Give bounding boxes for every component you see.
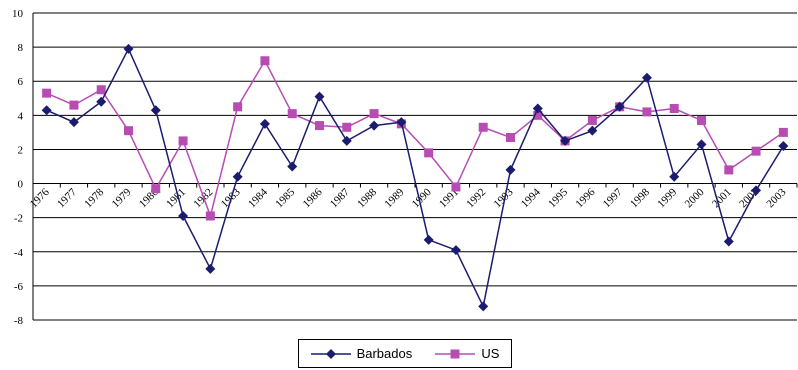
axes bbox=[32, 13, 798, 320]
data-point-barbados bbox=[614, 101, 625, 112]
x-tick-labels: 1976 1977 1978 1979 1980 1981 1982 1983 1984 1985… bbox=[28, 186, 789, 210]
data-point-us bbox=[151, 184, 161, 194]
data-point-us bbox=[451, 182, 461, 192]
y-tick-labels: 10 8 6 4 2 0 -2 -4 -6 -8 bbox=[12, 8, 24, 327]
data-point-us bbox=[96, 85, 106, 95]
data-point-barbados bbox=[178, 210, 189, 221]
legend-label-us: US bbox=[481, 346, 500, 361]
x-tick-label: 1979 bbox=[110, 186, 134, 210]
data-point-us bbox=[642, 107, 652, 117]
data-point-barbados bbox=[505, 164, 516, 175]
data-point-us bbox=[233, 102, 243, 112]
x-tick-label: 1977 bbox=[55, 186, 79, 210]
data-point-us bbox=[178, 136, 188, 146]
data-point-us bbox=[669, 104, 679, 114]
series-line-barbados bbox=[46, 47, 785, 309]
data-point-us bbox=[260, 56, 270, 66]
x-tick-label: 1989 bbox=[382, 186, 406, 210]
data-point-us bbox=[751, 146, 761, 156]
y-tick-label: -8 bbox=[14, 315, 24, 327]
data-point-barbados bbox=[150, 105, 161, 116]
data-point-barbados bbox=[341, 135, 352, 146]
x-tick-label: 1994 bbox=[519, 186, 543, 210]
x-tick-label: 1999 bbox=[655, 186, 679, 210]
data-point-barbados bbox=[641, 72, 652, 83]
x-tick-label: 1997 bbox=[601, 186, 625, 210]
y-tick-label: 8 bbox=[18, 42, 24, 54]
data-point-barbados bbox=[751, 185, 762, 196]
data-point-us bbox=[697, 115, 706, 125]
legend-item-us: US bbox=[435, 346, 499, 361]
data-point-us bbox=[205, 211, 215, 221]
y-tick-label: -4 bbox=[14, 247, 24, 259]
x-tick-label: 1976 bbox=[28, 186, 52, 210]
legend: Barbados US bbox=[298, 339, 512, 368]
data-point-barbados bbox=[560, 135, 571, 146]
x-tick-label: 1987 bbox=[328, 186, 352, 210]
data-point-us bbox=[778, 127, 788, 137]
data-point-us bbox=[424, 148, 434, 158]
series-group bbox=[41, 43, 789, 312]
x-tick-label: 1995 bbox=[546, 186, 570, 210]
data-point-barbados bbox=[478, 301, 489, 312]
data-point-us bbox=[724, 165, 734, 175]
y-tick-label: -6 bbox=[14, 281, 24, 293]
data-point-us bbox=[342, 122, 352, 132]
data-point-barbados bbox=[68, 117, 79, 128]
data-point-barbados bbox=[314, 91, 325, 102]
barbados-swatch-icon bbox=[310, 348, 351, 359]
data-point-barbados bbox=[287, 161, 298, 172]
x-tick-label: 1998 bbox=[628, 186, 652, 210]
data-point-barbados bbox=[450, 245, 461, 256]
data-point-barbados bbox=[696, 139, 707, 150]
x-tick-label: 1984 bbox=[246, 186, 270, 210]
data-point-us bbox=[478, 122, 488, 132]
data-point-us bbox=[369, 109, 379, 119]
data-point-barbados bbox=[778, 141, 789, 152]
data-point-barbados bbox=[205, 263, 216, 274]
legend-label-barbados: Barbados bbox=[356, 346, 413, 361]
series-barbados bbox=[41, 43, 789, 312]
data-point-barbados bbox=[369, 120, 380, 131]
data-point-us bbox=[533, 110, 543, 120]
data-point-barbados bbox=[669, 171, 680, 182]
data-point-barbados bbox=[96, 96, 107, 107]
data-point-barbados bbox=[396, 117, 407, 128]
x-tick-label: 2001 bbox=[710, 186, 734, 210]
x-tick-label: 1985 bbox=[273, 186, 297, 210]
x-tick-label: 1992 bbox=[464, 186, 488, 210]
x-tick-label: 1996 bbox=[573, 186, 597, 210]
data-point-us bbox=[587, 115, 597, 125]
data-point-us bbox=[315, 121, 324, 131]
x-tick-label: 1978 bbox=[82, 186, 106, 210]
data-point-barbados bbox=[423, 234, 434, 245]
data-point-barbados bbox=[587, 125, 598, 136]
data-point-barbados bbox=[232, 171, 243, 182]
us-swatch-icon bbox=[435, 349, 476, 358]
data-point-us bbox=[506, 133, 515, 143]
data-point-us bbox=[69, 100, 79, 110]
data-point-barbados bbox=[123, 43, 134, 54]
x-tick-label: 1990 bbox=[410, 186, 434, 210]
legend-item-barbados: Barbados bbox=[310, 346, 413, 361]
data-point-barbados bbox=[259, 118, 270, 129]
data-point-us bbox=[287, 109, 297, 119]
data-point-barbados bbox=[41, 105, 52, 116]
data-point-barbados bbox=[723, 236, 734, 247]
x-tick-label: 2003 bbox=[764, 186, 788, 210]
data-point-us bbox=[124, 126, 133, 136]
y-tick-label: 0 bbox=[18, 179, 24, 191]
y-tick-label: 10 bbox=[12, 8, 24, 20]
y-tick-label: 6 bbox=[18, 76, 24, 88]
y-tick-label: -2 bbox=[14, 213, 23, 225]
data-point-barbados bbox=[532, 103, 543, 114]
y-tick-label: 4 bbox=[18, 110, 24, 122]
x-tick-label: 1988 bbox=[355, 186, 379, 210]
data-point-us bbox=[42, 88, 52, 98]
x-tick-label: 2000 bbox=[683, 186, 707, 210]
x-tick-label: 1986 bbox=[301, 186, 325, 210]
y-tick-label: 2 bbox=[18, 144, 24, 156]
